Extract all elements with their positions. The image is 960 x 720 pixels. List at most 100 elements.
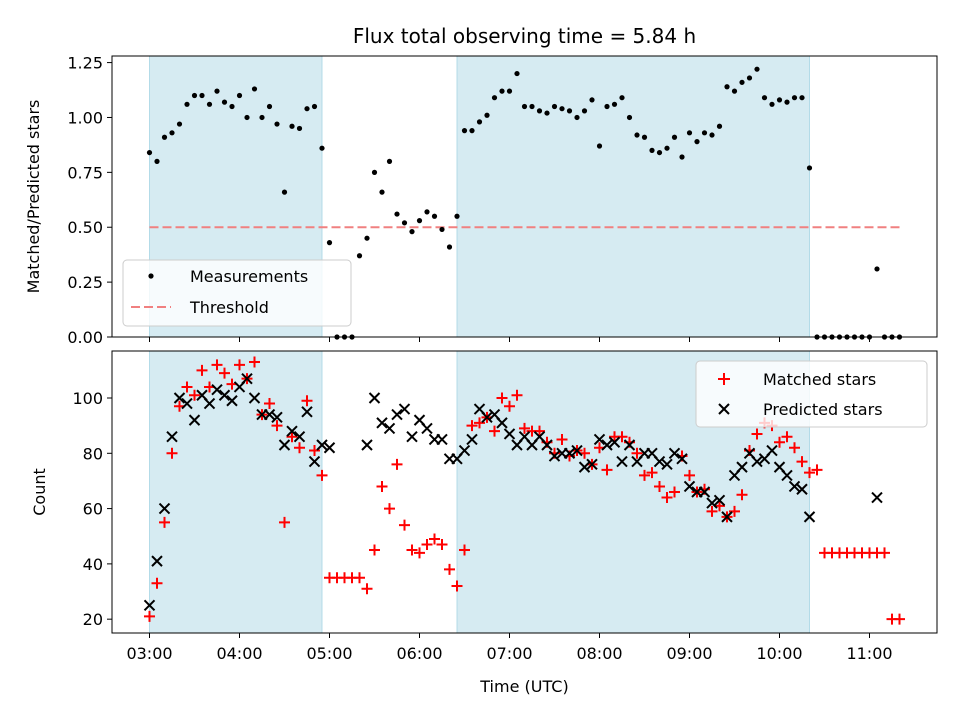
legend-matched-label: Matched stars — [763, 370, 876, 389]
matched-star-marker — [639, 469, 650, 481]
predicted-star-marker — [721, 511, 733, 523]
matched-star-marker — [504, 400, 515, 412]
count-y-tick-label: 80 — [83, 444, 103, 463]
predicted-star-marker — [271, 411, 283, 424]
measurement-point — [679, 154, 685, 160]
predicted-star-marker — [706, 497, 718, 509]
measurement-point — [709, 132, 715, 138]
predicted-star-marker — [496, 417, 508, 429]
measurement-point — [386, 158, 393, 164]
predicted-star-marker — [661, 458, 673, 471]
legend-matched-marker — [718, 373, 730, 385]
measurement-point — [581, 108, 588, 114]
predicted-star-marker — [278, 439, 291, 451]
count-y-tick-label: 60 — [83, 500, 103, 519]
measurement-point — [199, 92, 205, 99]
matched-star-marker — [781, 431, 793, 443]
measurement-point — [604, 103, 610, 110]
time-x-tick-label: 08:00 — [576, 644, 622, 663]
predicted-star-marker — [713, 494, 726, 507]
predicted-star-marker — [391, 408, 403, 421]
measurement-point — [529, 103, 535, 110]
matched-star-marker — [301, 395, 313, 407]
measurement-point — [169, 130, 175, 136]
predicted-star-marker — [248, 392, 261, 404]
matched-star-marker — [444, 563, 455, 575]
predicted-star-marker — [586, 458, 598, 471]
matched-star-marker — [496, 392, 508, 404]
measurement-point — [221, 99, 228, 105]
matched-star-marker — [354, 572, 365, 584]
measurement-point — [671, 134, 678, 140]
predicted-star-marker — [571, 444, 583, 457]
matched-star-marker — [249, 356, 260, 368]
ratio-y-tick-label: 0.50 — [67, 218, 103, 237]
predicted-star-marker — [293, 430, 306, 443]
matched-star-marker — [556, 433, 568, 445]
measurement-point — [214, 88, 220, 94]
measurement-point — [514, 70, 520, 77]
measurement-point — [469, 128, 475, 134]
predicted-star-marker — [316, 439, 328, 451]
matched-star-marker — [286, 431, 298, 443]
matched-star-marker — [384, 503, 395, 515]
legend-predicted-label: Predicted stars — [763, 400, 883, 419]
matched-star-marker — [631, 447, 643, 459]
measurement-point — [731, 88, 738, 94]
matched-star-marker — [391, 458, 403, 470]
predicted-star-marker — [608, 436, 621, 448]
measurement-point — [754, 66, 760, 72]
time-x-tick-label: 09:00 — [666, 644, 712, 663]
ratio-legend: Measurements Threshold — [122, 259, 352, 327]
measurement-point — [664, 145, 670, 151]
measurement-point — [874, 266, 880, 272]
legend-predicted-marker — [718, 403, 730, 415]
measurement-point — [499, 88, 505, 94]
predicted-star-marker — [653, 455, 666, 468]
measurement-point — [656, 149, 663, 156]
measurement-point — [769, 101, 775, 107]
time-x-tick-label: 11:00 — [846, 644, 892, 663]
measurement-point — [244, 114, 250, 121]
predicted-star-marker — [376, 417, 388, 429]
measurement-point — [311, 103, 318, 110]
measurement-point — [649, 147, 655, 153]
matched-star-marker — [511, 389, 523, 401]
measurement-point — [236, 92, 243, 99]
measurement-point — [296, 125, 303, 132]
matched-star-marker — [879, 547, 890, 559]
predicted-star-marker — [323, 442, 336, 454]
time-x-tick-label: 05:00 — [306, 644, 352, 663]
predicted-star-marker — [623, 439, 636, 451]
predicted-star-marker — [781, 469, 793, 482]
measurement-point — [176, 121, 183, 127]
matched-star-marker — [376, 480, 388, 492]
time-x-tick-label: 04:00 — [216, 644, 262, 663]
measurement-point — [379, 189, 385, 195]
matched-star-marker — [234, 359, 245, 371]
predicted-star-marker — [301, 406, 313, 418]
measurement-point — [724, 84, 730, 90]
measurement-point — [326, 240, 333, 246]
count-legend: Matched stars Predicted stars — [695, 360, 928, 428]
measurement-point — [431, 213, 438, 219]
predicted-star-marker — [263, 408, 276, 421]
predicted-star-marker — [871, 491, 883, 504]
legend-measurements-label: Measurements — [190, 267, 308, 286]
matched-star-marker — [519, 422, 530, 434]
measurement-point — [184, 101, 190, 107]
predicted-star-marker — [683, 480, 696, 493]
measurement-point — [319, 145, 325, 151]
predicted-star-marker — [203, 397, 216, 410]
matched-star-marker — [811, 464, 823, 476]
measurement-point — [394, 211, 400, 217]
matched-star-marker — [436, 539, 448, 551]
measurement-point — [791, 95, 798, 101]
matched-star-marker — [406, 544, 418, 556]
measurement-point — [484, 112, 490, 118]
matched-star-marker — [616, 431, 628, 443]
measurement-point — [289, 123, 295, 129]
matched-star-marker — [264, 398, 275, 410]
ratio-y-tick-label: 1.25 — [67, 54, 103, 73]
predicted-star-marker — [368, 392, 381, 404]
